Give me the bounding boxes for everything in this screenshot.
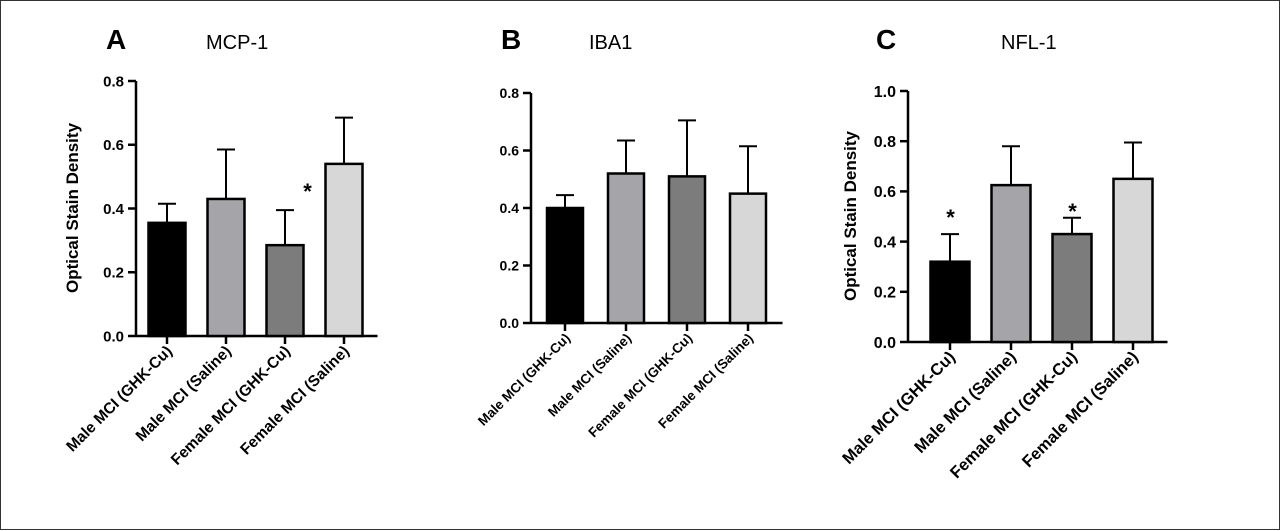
- y-tick-label: 0.4: [103, 201, 125, 218]
- category-label: Female MCI (Saline): [1019, 348, 1142, 471]
- y-tick-label: 0.2: [103, 265, 124, 282]
- y-tick-label: 0.8: [103, 73, 124, 90]
- y-tick-label: 0.8: [874, 134, 896, 151]
- bar: [1051, 232, 1093, 344]
- y-tick-label: 0.8: [500, 85, 520, 101]
- chart-panel-a: A MCP-1 Optical Stain Density 0.0 0.2 0.4 0.6 0…: [63, 24, 378, 469]
- bar: [929, 260, 971, 344]
- bar: [545, 206, 585, 325]
- chart-title: NFL-1: [1001, 32, 1057, 54]
- chart-title: IBA1: [589, 32, 632, 54]
- y-tick-label: 0.6: [500, 143, 520, 159]
- y-tick-label: 0.2: [500, 258, 520, 274]
- y-tick-label: 0.6: [103, 137, 124, 154]
- y-tick-label: 0.4: [874, 234, 896, 251]
- category-label: Male MCI (GHK-Cu): [839, 348, 959, 468]
- bar: [147, 221, 187, 338]
- bar: [990, 183, 1032, 344]
- category-label: Female MCI (GHK-Cu): [585, 331, 695, 441]
- bar: [206, 197, 246, 338]
- y-tick-label: 0.6: [874, 184, 896, 201]
- bar: [728, 192, 768, 325]
- y-tick-label: 0.2: [874, 285, 896, 302]
- category-label: Female MCI (Saline): [237, 343, 353, 459]
- panel-letter: A: [106, 24, 126, 55]
- panel-letter: C: [876, 24, 896, 55]
- bar: [606, 172, 646, 325]
- significance-star: *: [1068, 199, 1077, 224]
- bar: [324, 162, 364, 338]
- bar: [265, 243, 305, 338]
- y-axis-label: Optical Stain Density: [841, 130, 860, 301]
- category-label: Male MCI (Saline): [911, 348, 1020, 457]
- y-tick-label: 0.0: [500, 315, 520, 331]
- y-tick-label: 0.0: [103, 328, 124, 345]
- category-label: Male MCI (GHK-Cu): [63, 343, 175, 455]
- bar: [1112, 177, 1154, 344]
- chart-title: MCP-1: [206, 32, 268, 54]
- category-label: Female MCI (GHK-Cu): [947, 348, 1081, 482]
- y-tick-label: 1.0: [874, 84, 896, 101]
- y-tick-label: 0.0: [874, 335, 896, 352]
- bar: [667, 175, 707, 325]
- significance-star: *: [946, 205, 955, 230]
- y-tick-label: 0.4: [500, 200, 520, 216]
- category-label: Female MCI (GHK-Cu): [168, 343, 294, 469]
- panel-letter: B: [501, 24, 521, 55]
- significance-star: *: [303, 179, 312, 204]
- chart-panel-c: C NFL-1 Optical Stain Density 0.0 0.2 0.4 0.6 0…: [839, 24, 1168, 482]
- y-axis-label: Optical Stain Density: [63, 122, 82, 293]
